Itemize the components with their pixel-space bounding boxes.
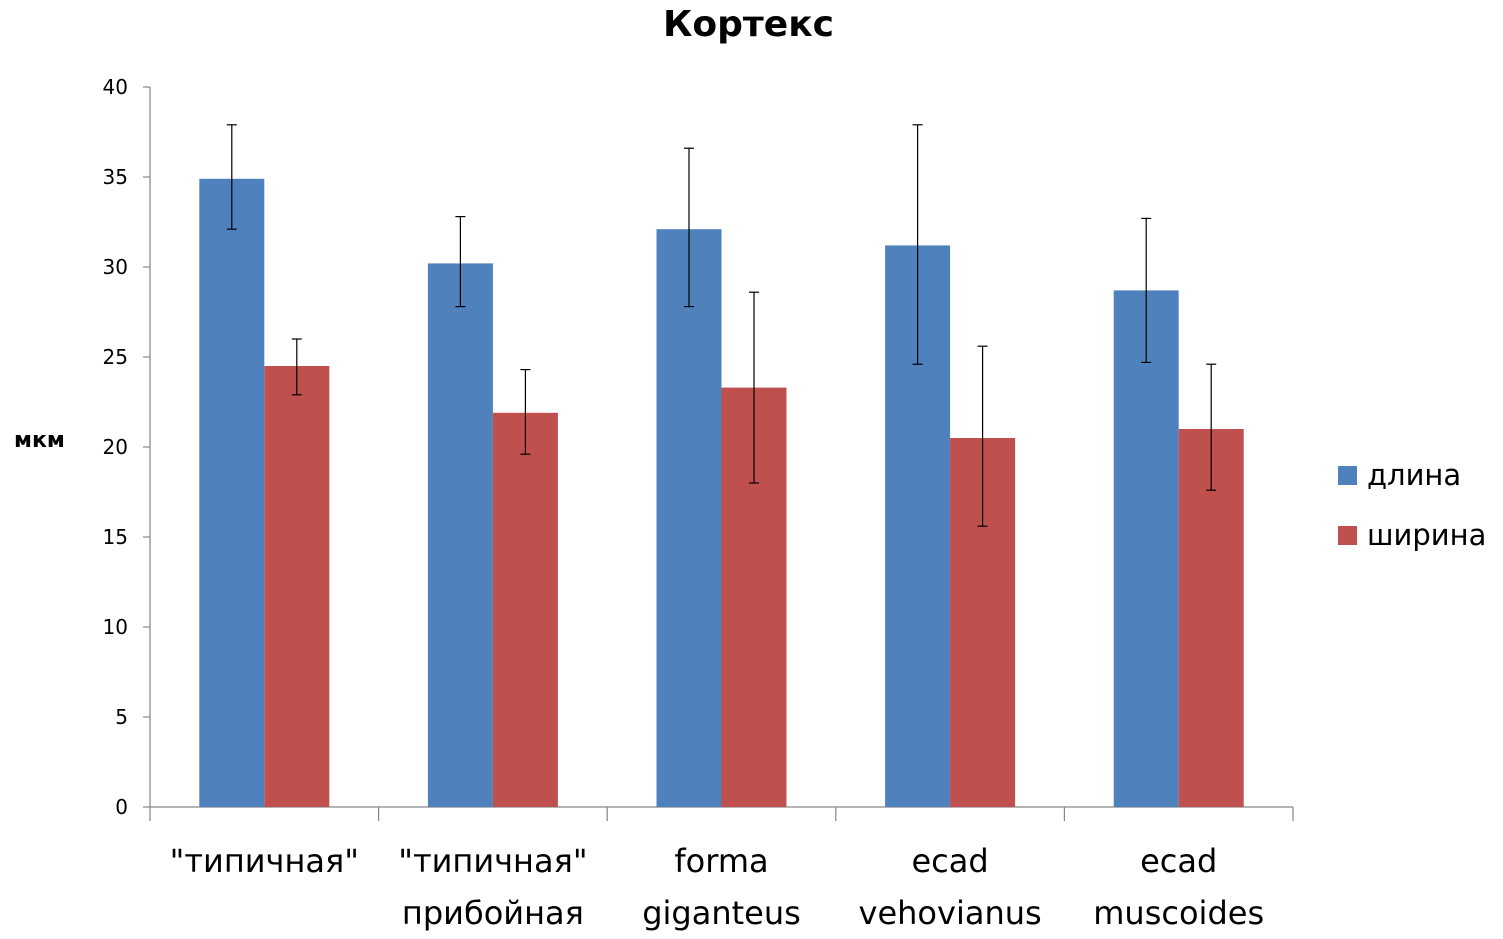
y-tick-label: 20 [103, 435, 128, 459]
bar [492, 412, 558, 807]
x-tick-label-line: "типичная" [398, 842, 588, 880]
x-tick-label-line: прибойная [401, 894, 584, 932]
x-tick-label: forma giganteus [608, 835, 836, 939]
x-tick-label: "типичная" [150, 835, 378, 887]
legend-label-width: ширина [1367, 518, 1487, 552]
x-tick-label-line: vehovianus [858, 894, 1042, 932]
y-tick-label: 15 [103, 525, 128, 549]
bar [656, 229, 722, 807]
legend-item-length: длина [1338, 458, 1461, 492]
y-tick-label: 5 [115, 705, 128, 729]
bar [1113, 290, 1179, 807]
legend-item-width: ширина [1338, 518, 1486, 552]
y-tick-label: 35 [103, 165, 128, 189]
y-tick-label: 40 [103, 75, 128, 99]
x-tick-label-line: giganteus [642, 894, 801, 932]
bar [264, 366, 330, 807]
y-tick-label: 30 [103, 255, 128, 279]
y-tick-label: 10 [103, 615, 128, 639]
x-tick-label: ecad vehovianus [836, 835, 1064, 939]
bar [199, 178, 265, 808]
chart-title: Кортекс [663, 4, 834, 45]
y-axis-label: мкм [14, 428, 65, 453]
y-tick-label: 0 [115, 795, 128, 819]
x-tick-label-line: forma [674, 842, 769, 880]
bar [427, 263, 493, 807]
legend-swatch-width [1338, 525, 1357, 545]
bar [1178, 429, 1244, 807]
x-tick-label-line: muscoides [1093, 894, 1265, 932]
x-tick-label-line: "типичная" [169, 842, 359, 880]
x-tick-label: ecad muscoides [1065, 835, 1293, 939]
x-tick-label: "типичная" прибойная [379, 835, 607, 939]
legend-label-length: длина [1367, 458, 1462, 492]
x-tick-label-line: ecad [1140, 842, 1218, 880]
x-tick-label-line: ecad [911, 842, 989, 880]
y-tick-label: 25 [103, 345, 128, 369]
legend-swatch-length [1338, 465, 1357, 485]
